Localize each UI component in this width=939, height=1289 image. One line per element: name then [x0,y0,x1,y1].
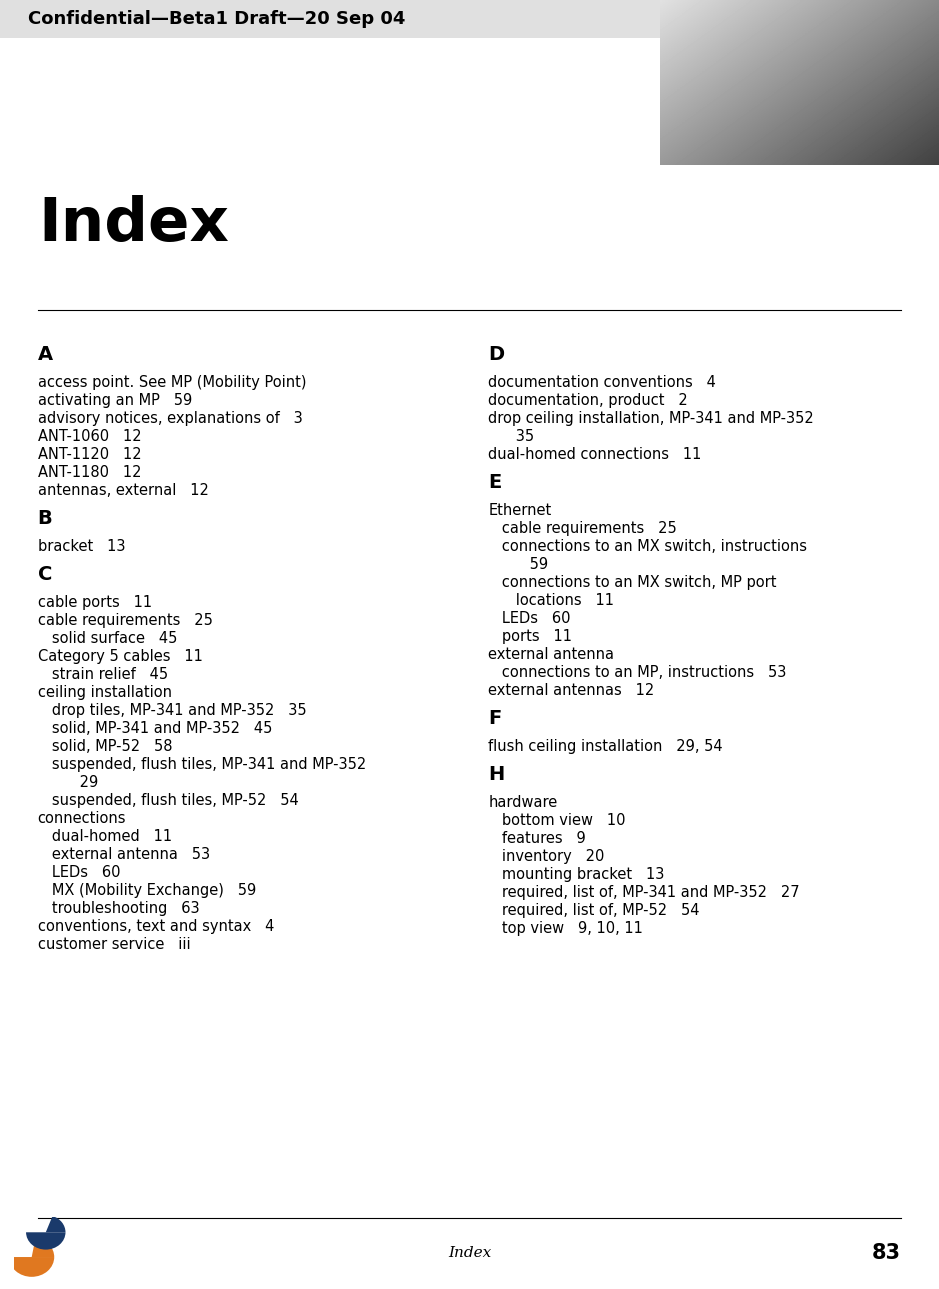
Text: mounting bracket   13: mounting bracket 13 [488,867,665,882]
Text: 29: 29 [38,775,98,790]
Text: LEDs   60: LEDs 60 [488,611,571,626]
Text: hardware: hardware [488,795,558,809]
Text: ANT-1060   12: ANT-1060 12 [38,429,141,443]
Text: 35: 35 [488,429,534,443]
Text: dual-homed   11: dual-homed 11 [38,829,172,844]
Text: features   9: features 9 [488,831,586,846]
Text: LEDs   60: LEDs 60 [38,865,120,880]
Text: access point. See MP (Mobility Point): access point. See MP (Mobility Point) [38,375,306,391]
Text: external antenna: external antenna [488,647,614,663]
Text: external antennas   12: external antennas 12 [488,683,654,699]
Text: Category 5 cables   11: Category 5 cables 11 [38,648,203,664]
Text: cable requirements   25: cable requirements 25 [38,614,212,628]
Text: troubleshooting   63: troubleshooting 63 [38,901,199,916]
Text: advisory notices, explanations of   3: advisory notices, explanations of 3 [38,411,302,425]
Text: bottom view   10: bottom view 10 [488,813,625,828]
Text: suspended, flush tiles, MP-52   54: suspended, flush tiles, MP-52 54 [38,793,299,808]
Text: strain relief   45: strain relief 45 [38,666,168,682]
Text: ceiling installation: ceiling installation [38,684,172,700]
Text: C: C [38,565,52,584]
Text: drop ceiling installation, MP-341 and MP-352: drop ceiling installation, MP-341 and MP… [488,411,814,425]
Text: solid surface   45: solid surface 45 [38,632,177,646]
Wedge shape [26,1232,66,1249]
Text: top view   9, 10, 11: top view 9, 10, 11 [488,922,643,936]
Text: ports   11: ports 11 [488,629,572,644]
Text: cable requirements   25: cable requirements 25 [488,521,677,536]
Text: flush ceiling installation   29, 54: flush ceiling installation 29, 54 [488,739,723,754]
Wedge shape [9,1257,54,1277]
Text: antennas, external   12: antennas, external 12 [38,483,208,498]
Text: documentation conventions   4: documentation conventions 4 [488,375,716,391]
Text: B: B [38,509,53,528]
Text: cable ports   11: cable ports 11 [38,596,152,610]
Wedge shape [46,1216,66,1232]
Text: required, list of, MP-341 and MP-352   27: required, list of, MP-341 and MP-352 27 [488,886,800,900]
Text: ANT-1120   12: ANT-1120 12 [38,447,141,461]
Text: connections to an MP, instructions   53: connections to an MP, instructions 53 [488,665,787,681]
Text: A: A [38,345,53,363]
Text: Confidential—Beta1 Draft—20 Sep 04: Confidential—Beta1 Draft—20 Sep 04 [28,10,406,28]
Text: E: E [488,473,501,492]
Text: customer service   iii: customer service iii [38,937,191,953]
Text: bracket   13: bracket 13 [38,539,125,554]
Wedge shape [32,1237,54,1257]
Text: solid, MP-341 and MP-352   45: solid, MP-341 and MP-352 45 [38,721,272,736]
Text: external antenna   53: external antenna 53 [38,847,209,862]
Text: MX (Mobility Exchange)   59: MX (Mobility Exchange) 59 [38,883,255,898]
Text: connections to an MX switch, instructions: connections to an MX switch, instruction… [488,539,808,554]
Text: 59: 59 [488,557,548,572]
Text: F: F [488,709,501,728]
Text: activating an MP   59: activating an MP 59 [38,393,192,409]
Text: connections: connections [38,811,126,826]
Bar [0,0,660,37]
Text: suspended, flush tiles, MP-341 and MP-352: suspended, flush tiles, MP-341 and MP-35… [38,757,366,772]
Text: solid, MP-52   58: solid, MP-52 58 [38,739,172,754]
Text: drop tiles, MP-341 and MP-352   35: drop tiles, MP-341 and MP-352 35 [38,703,306,718]
Text: inventory   20: inventory 20 [488,849,605,864]
Text: D: D [488,345,504,363]
Text: dual-homed connections   11: dual-homed connections 11 [488,447,701,461]
Text: conventions, text and syntax   4: conventions, text and syntax 4 [38,919,274,935]
Text: connections to an MX switch, MP port: connections to an MX switch, MP port [488,575,777,590]
Text: Index: Index [448,1246,491,1261]
Text: documentation, product   2: documentation, product 2 [488,393,688,409]
Text: H: H [488,764,504,784]
Text: 83: 83 [872,1243,901,1263]
Text: required, list of, MP-52   54: required, list of, MP-52 54 [488,904,700,918]
Text: Ethernet: Ethernet [488,503,551,518]
Text: ANT-1180   12: ANT-1180 12 [38,465,141,480]
Text: Index: Index [38,195,229,254]
Text: locations   11: locations 11 [488,593,614,608]
